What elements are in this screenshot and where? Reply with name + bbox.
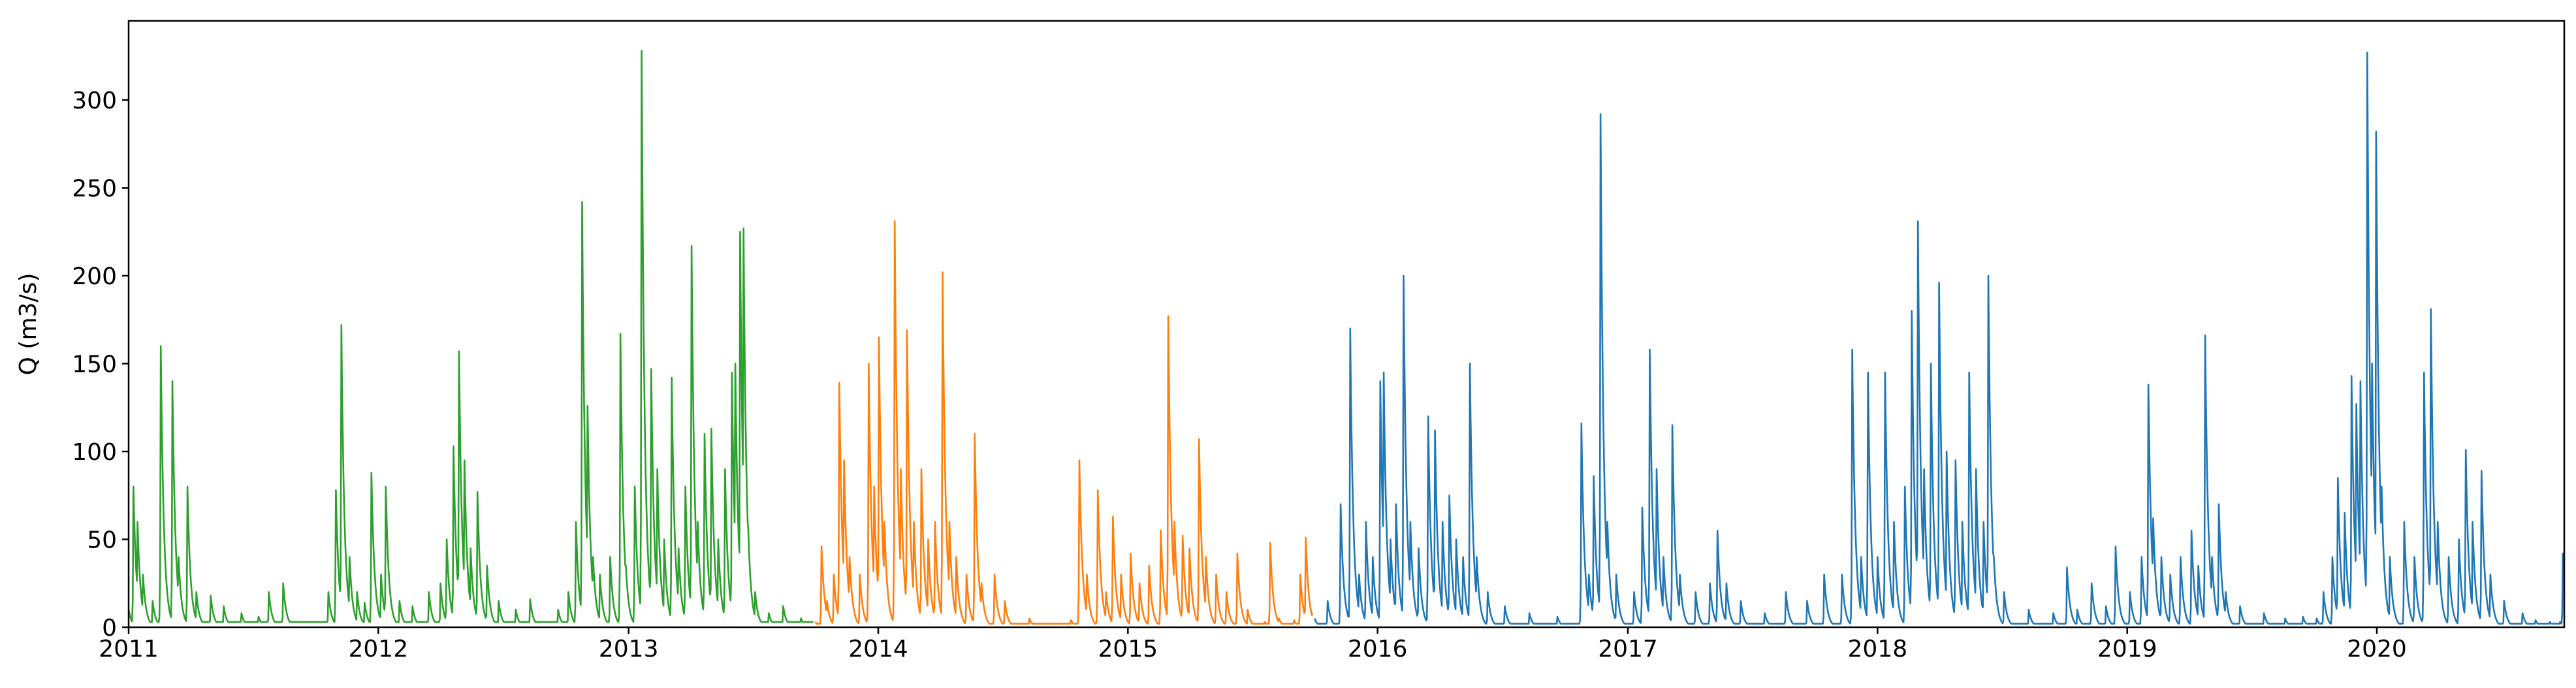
x-tick-label-2011: 2011: [99, 636, 159, 663]
x-tick-label-2017: 2017: [1598, 636, 1658, 663]
x-tick-label-2016: 2016: [1348, 636, 1408, 663]
x-tick-label-2012: 2012: [349, 636, 409, 663]
series-line-1: [127, 50, 814, 623]
series-line-3: [1314, 52, 2566, 625]
x-tick-label-2013: 2013: [599, 636, 659, 663]
series-line-2: [814, 220, 1314, 625]
x-tick-label-2014: 2014: [848, 636, 908, 663]
x-tick-label-2019: 2019: [2097, 636, 2157, 663]
y-tick-label-200: 200: [72, 263, 117, 290]
x-tick-label-2015: 2015: [1098, 636, 1158, 663]
y-tick-label-50: 50: [87, 527, 117, 554]
y-tick-label-300: 300: [72, 88, 117, 114]
y-tick-label-0: 0: [102, 615, 117, 642]
plot-frame: [127, 20, 2566, 629]
x-tick-label-2020: 2020: [2347, 636, 2407, 663]
y-axis-label: Q (m3/s): [15, 273, 42, 376]
y-tick-label-250: 250: [72, 176, 117, 203]
x-axis: 2011 2012 2013 2014 2015 2016 2017 2018 2019 2020: [99, 627, 2407, 663]
series-layer: [127, 50, 2566, 625]
y-tick-label-100: 100: [72, 439, 117, 466]
y-tick-label-150: 150: [72, 352, 117, 378]
y-axis: 0 50 100 150 200 250 300: [72, 88, 129, 642]
x-tick-label-2018: 2018: [1848, 636, 1908, 663]
